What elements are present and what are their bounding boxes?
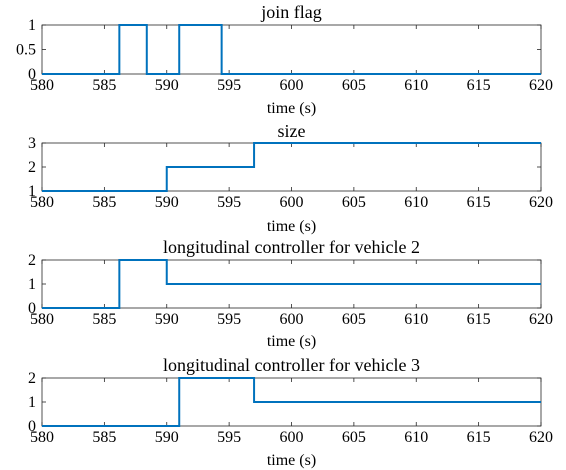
chart-title: size	[278, 121, 306, 141]
x-tick-label: 605	[342, 77, 366, 94]
x-tick-label: 590	[155, 77, 179, 94]
x-tick-label: 595	[217, 77, 241, 94]
x-tick-label: 610	[404, 311, 428, 328]
x-tick-label: 595	[217, 429, 241, 446]
x-tick-label: 590	[155, 194, 179, 211]
y-tick-label: 1	[28, 276, 36, 293]
x-tick-label: 585	[92, 77, 116, 94]
x-tick-label: 595	[217, 311, 241, 328]
x-tick-label: 620	[529, 194, 553, 211]
x-tick-label: 580	[30, 77, 54, 94]
y-tick-label: 1	[28, 394, 36, 411]
x-tick-label: 590	[155, 429, 179, 446]
x-tick-label: 605	[342, 311, 366, 328]
x-axis-label: time (s)	[267, 452, 316, 469]
y-tick-label: 1	[28, 17, 36, 34]
x-axis-label: time (s)	[267, 218, 316, 235]
subplot-3: 580 585 590 595 600 605 610 615 620 0 1 2 longitudin…	[28, 237, 553, 350]
x-tick-label: 580	[30, 194, 54, 211]
chart-title: longitudinal controller for vehicle 2	[163, 237, 420, 257]
x-tick-label: 615	[467, 194, 491, 211]
series-line-1	[42, 24, 541, 75]
x-tick-label: 615	[467, 311, 491, 328]
x-tick-label: 620	[529, 77, 553, 94]
x-tick-label: 615	[467, 429, 491, 446]
x-tick-label: 605	[342, 429, 366, 446]
axes-frame	[41, 142, 542, 192]
axes-frame	[41, 24, 542, 75]
y-tick-label: 1	[28, 183, 36, 200]
x-tick-label: 620	[529, 429, 553, 446]
y-tick-label: 0.5	[16, 42, 36, 59]
x-tick-label: 585	[92, 194, 116, 211]
subplot-1: 580 585 590 595 600 605 610 615 620 0 0.5 1 join fla…	[16, 2, 553, 117]
x-tick-label: 590	[155, 311, 179, 328]
chart-title: longitudinal controller for vehicle 3	[163, 355, 420, 375]
x-tick-label: 585	[92, 311, 116, 328]
series-line-1	[42, 377, 541, 427]
subplot-4: 580 585 590 595 600 605 610 615 620 0 1 2 longitudin…	[28, 355, 553, 469]
x-axis-label: time (s)	[267, 333, 316, 350]
x-tick-label: 600	[280, 311, 304, 328]
x-tick-label: 580	[30, 429, 54, 446]
series-line-1	[42, 259, 541, 309]
chart-title: join flag	[260, 2, 322, 22]
x-tick-label: 610	[404, 194, 428, 211]
y-tick-label: 2	[28, 252, 36, 269]
x-axis-label: time (s)	[267, 100, 316, 117]
y-tick-label: 0	[28, 66, 36, 83]
x-tick-label: 600	[280, 429, 304, 446]
y-tick-label: 0	[28, 300, 36, 317]
y-tick-label: 0	[28, 418, 36, 435]
x-tick-label: 585	[92, 429, 116, 446]
y-tick-label: 3	[28, 135, 36, 152]
y-tick-label: 2	[28, 370, 36, 387]
y-tick-label: 2	[28, 159, 36, 176]
x-tick-label: 600	[280, 194, 304, 211]
x-tick-label: 605	[342, 194, 366, 211]
x-tick-label: 610	[404, 77, 428, 94]
x-tick-label: 620	[529, 311, 553, 328]
x-tick-label: 615	[467, 77, 491, 94]
x-tick-label: 580	[30, 311, 54, 328]
x-tick-label: 595	[217, 194, 241, 211]
series-line-1	[42, 142, 541, 192]
subplot-2: 580 585 590 595 600 605 610 615 620 1 2 3 size time (…	[28, 121, 553, 235]
x-tick-label: 600	[280, 77, 304, 94]
x-tick-label: 610	[404, 429, 428, 446]
